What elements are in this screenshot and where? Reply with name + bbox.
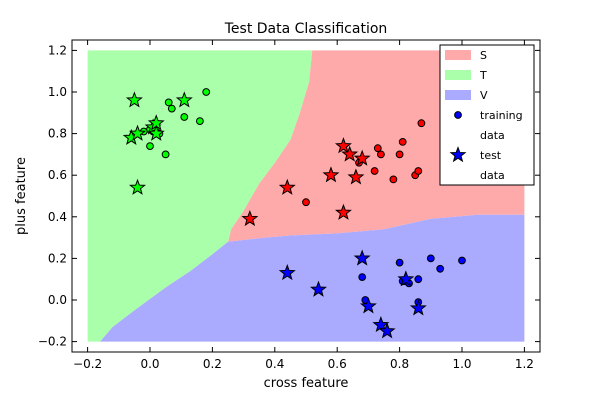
test-point-v [378,322,396,339]
legend-item-s-swatch [445,50,471,60]
test-point-t [147,124,165,141]
y-tick-label: 1.0 [48,85,67,99]
legend-item-test-marker [449,146,467,163]
x-tick-label: 0.6 [328,357,347,371]
legend-item-t-label: T [479,69,487,82]
training-point-t [167,104,176,113]
legend-item-s-label: S [480,49,487,62]
y-axis-label: plus feature [14,157,29,235]
training-point-s [302,198,310,207]
y-tick-label: 0.8 [48,127,67,141]
training-point-s [389,175,398,184]
test-point-s [341,145,359,162]
test-point-v [278,264,296,281]
training-point-v [395,258,404,267]
training-point-v [358,273,367,282]
legend-item-v-label: V [480,89,488,102]
y-tick-label: 1.2 [48,43,67,57]
test-point-v [397,270,415,287]
test-point-v [359,297,377,314]
y-tick-label: 0.6 [48,168,67,182]
test-point-t [129,178,147,195]
training-point-v [426,254,435,263]
y-tick-label: 0.4 [48,210,67,224]
x-tick-label: 1.0 [452,357,471,371]
legend-item-t-swatch [445,70,471,80]
x-tick-label: 0.4 [265,357,284,371]
test-point-s [334,137,352,154]
test-point-t [129,124,147,141]
legend-item-test-label: test [480,149,502,162]
chart-title: Test Data Classification [224,21,388,37]
legend-item-training-marker [454,111,462,119]
test-point-t [175,91,193,108]
training-point-t [196,117,204,125]
test-point-s [322,166,340,183]
test-point-v [372,316,390,333]
x-tick-label: 0.2 [203,357,222,371]
y-tick-label: −0.2 [38,335,67,349]
training-point-v [458,256,466,265]
x-axis-label: cross feature [264,376,349,391]
region-t [87,50,313,342]
legend-item-v-swatch [445,90,471,100]
training-point-s [398,138,407,146]
training-point-t [161,150,170,159]
y-axis-ticks: −0.2 0.0 0.2 0.4 0.6 0.8 1.0 1.2 [38,43,540,349]
training-point-t [164,98,173,107]
x-tick-label: 0.0 [140,357,159,371]
test-point-v [409,299,427,316]
training-point-t [146,142,154,151]
x-axis-ticks: −0.2 0.0 0.2 0.4 0.6 0.8 1.0 1.2 [73,40,534,371]
legend-item-training-label: training [480,109,523,122]
x-tick-label: 1.2 [515,357,534,371]
training-point-s [377,150,385,159]
training-point-t [180,113,189,121]
training-point-s [395,150,404,159]
plot-frame [71,39,541,353]
test-point-s [347,168,365,185]
test-point-v [309,280,327,297]
y-tick-label: 0.2 [48,251,67,265]
y-tick-label: 0.0 [48,293,67,307]
test-point-v [353,249,371,266]
training-point-t [202,88,211,96]
training-point-v [436,264,445,273]
x-tick-label: 0.8 [390,357,409,371]
data-points [122,88,466,339]
legend-item-training-label-line2: data [480,129,505,142]
test-point-t [125,91,143,108]
x-tick-label: −0.2 [73,357,102,371]
test-point-s [241,209,259,227]
test-point-s [334,203,352,220]
training-point-s [417,119,426,128]
test-point-s [353,149,371,166]
training-point-s [373,144,382,153]
training-point-v [414,275,423,284]
training-point-s [414,167,423,175]
training-point-s [370,167,379,175]
test-point-s [278,178,296,195]
legend-item-test-label-line2: data [480,169,505,182]
